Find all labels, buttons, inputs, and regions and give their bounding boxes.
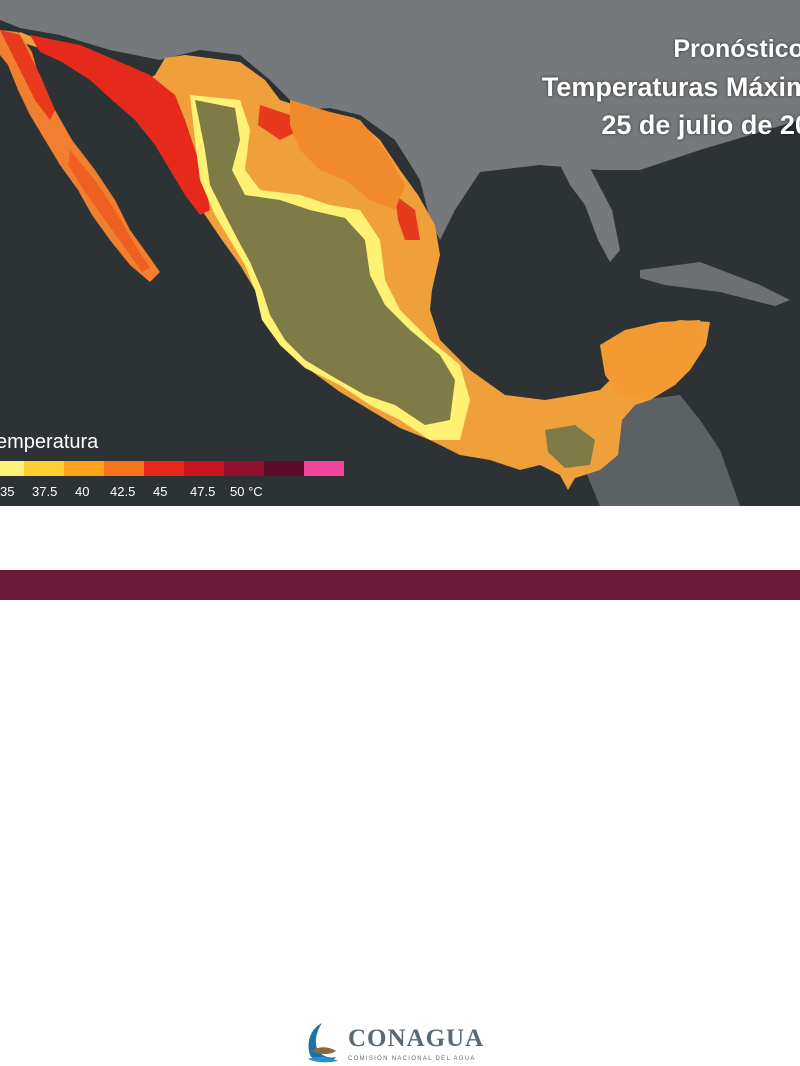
legend-swatch [264,461,304,476]
hot-zone-sonora [30,35,210,215]
legend-swatch [24,461,64,476]
legend-title: Temperatura [0,431,99,453]
conagua-emblem-icon [308,1023,338,1063]
legend-label: 35 [0,484,15,499]
legend-label: 42.5 [110,484,136,499]
cool-highlands [195,100,455,425]
legend-swatch [0,461,24,476]
map-graphic [0,0,800,506]
legend-swatch [184,461,224,476]
legend-labels: 35 37.5 40 42.5 45 47.5 50 °C [0,484,300,502]
logo-subtitle: COMISIÓN NACIONAL DEL AGUA [348,1056,476,1062]
legend-label: 40 [75,484,90,499]
legend-swatch [224,461,264,476]
map-title: Pronóstico de Temperaturas Máximas 25 de… [480,30,800,144]
usa-landmass [0,0,800,240]
footer: CONAGUA COMISIÓN NACIONAL DEL AGUA [0,506,800,1063]
cool-zone-chiapas [545,425,595,468]
northeast-warm-zone [290,100,405,210]
legend-swatch [64,461,104,476]
central-america [585,395,740,506]
legend-swatch [104,461,144,476]
florida [560,165,620,262]
cuba [640,262,790,306]
legend-swatch [304,461,344,476]
title-line-3: 25 de julio de 2023 [601,110,800,140]
title-line-2: Temperaturas Máximas [541,72,800,102]
title-line-1: Pronóstico de [673,35,800,63]
legend-label: 50 °C [230,484,263,499]
legend-label: 47.5 [190,484,216,499]
logo-name: CONAGUA [348,1025,485,1052]
hot-zone-baja-north [0,30,55,120]
hot-zone-tamaulipas [395,195,420,240]
yucatan-peninsula [600,320,706,400]
bottom-color-band [0,570,800,600]
legend-swatch [144,461,184,476]
hot-zone-baja-south [68,150,150,272]
legend-color-bar [0,461,344,476]
legend-label: 45 [153,484,168,499]
temperature-forecast-map: Pronóstico de Temperaturas Máximas 25 de… [0,0,800,506]
legend-label: 37.5 [32,484,58,499]
hot-zone-chihuahua [258,105,300,140]
conagua-logo: CONAGUA COMISIÓN NACIONAL DEL AGUA [302,1021,502,1066]
